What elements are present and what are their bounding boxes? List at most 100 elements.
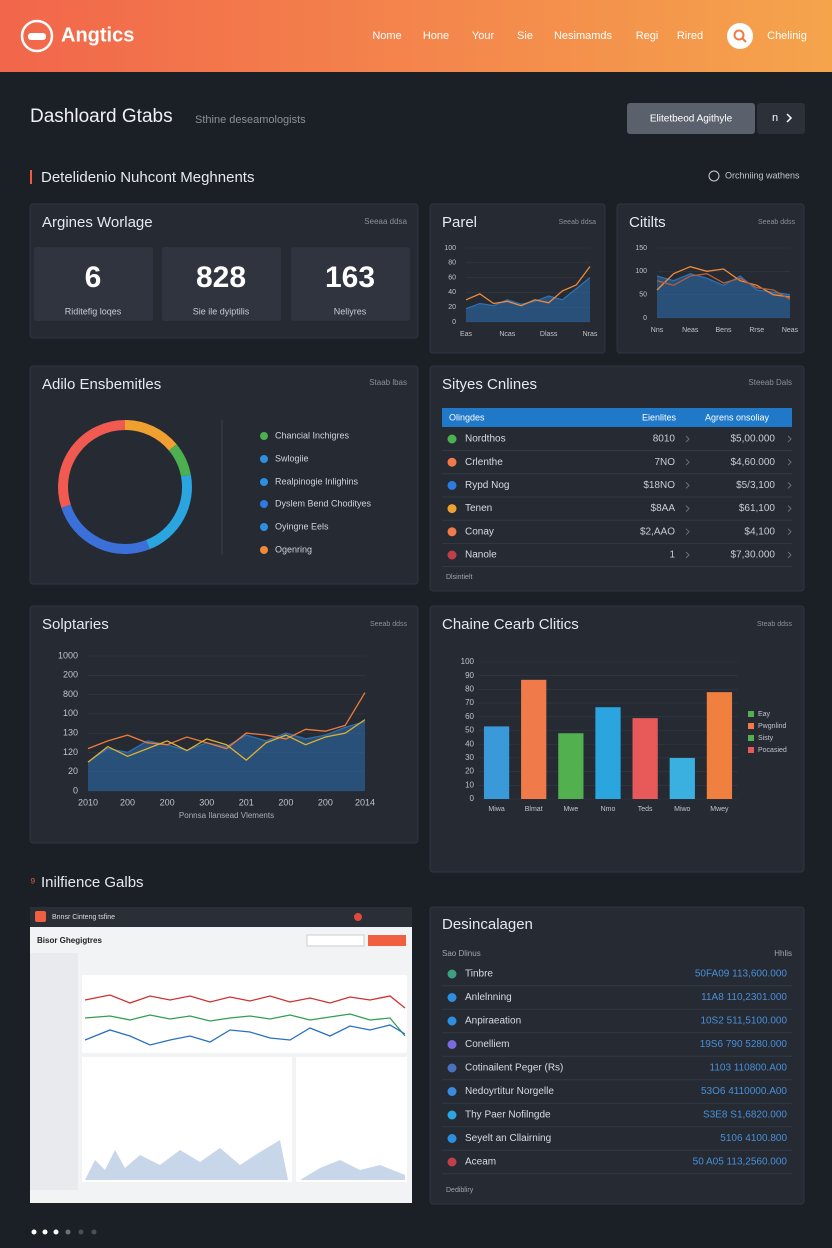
line <box>87 720 366 763</box>
cell: $5/3,100 <box>736 480 775 491</box>
row-icon <box>447 527 457 537</box>
list-footer: Dedibliry <box>446 1187 474 1194</box>
primary-button[interactable] <box>627 103 755 134</box>
legend-swatch <box>260 432 268 440</box>
section-action[interactable]: Orchniing wathens <box>725 170 800 180</box>
logo-icon-inner <box>28 33 46 40</box>
donut-segment <box>145 474 192 550</box>
nav-link[interactable]: Nome <box>372 30 401 42</box>
card-title: Argines Worlage <box>42 214 153 231</box>
card-meta: Staab lbas <box>369 378 407 387</box>
page-dot[interactable] <box>78 1229 84 1235</box>
x-tick-label: Neas <box>782 327 799 334</box>
preview-icon <box>35 911 46 922</box>
account-link[interactable]: Chelinig <box>767 30 807 42</box>
nav-link[interactable]: Rired <box>677 30 703 42</box>
chevron <box>685 482 690 489</box>
legend-swatch <box>748 747 754 753</box>
stat-value: 828 <box>196 261 246 294</box>
y-tick-label: 0 <box>470 794 475 803</box>
preview-panel <box>296 1057 407 1182</box>
chevron <box>685 551 690 559</box>
legend-swatch <box>748 735 754 741</box>
action-icon <box>708 170 720 182</box>
section-title: Detelidenio Nuhcont Meghnents <box>41 169 254 186</box>
row-value: S3E8 S1,6820.000 <box>703 1110 787 1121</box>
nav-link[interactable]: Hone <box>423 30 449 42</box>
logo-icon <box>20 19 54 53</box>
row-value: 1103 110800.A00 <box>710 1063 788 1074</box>
bar <box>632 718 658 799</box>
donut-segment <box>61 504 150 554</box>
card-title: Solptaries <box>42 616 109 633</box>
y-tick-label: 130 <box>63 728 78 738</box>
row-name: Nedoyrtitur Norgelle <box>465 1086 554 1097</box>
x-tick-label: Blmat <box>525 806 543 813</box>
x-tick-label: 200 <box>120 797 135 807</box>
chevron <box>787 435 792 443</box>
page-dot[interactable] <box>53 1229 59 1235</box>
nav-link[interactable]: Sie <box>517 30 533 42</box>
y-tick-label: 100 <box>635 268 647 275</box>
chevron <box>685 528 690 536</box>
x-tick-label: Neas <box>682 327 699 334</box>
y-tick-label: 40 <box>465 739 474 748</box>
y-tick-label: 150 <box>635 245 647 252</box>
card-meta: Steeab Dals <box>748 378 792 387</box>
row-name: Seyelt an Cllairning <box>465 1133 551 1144</box>
row-icon <box>447 1157 457 1167</box>
area <box>88 721 365 791</box>
row-icon <box>447 1063 457 1073</box>
x-tick-label: Nns <box>651 327 664 334</box>
cell: 7NO <box>654 457 675 468</box>
row-icon <box>447 550 457 560</box>
card-title: Chaine Cearb Clitics <box>442 616 579 633</box>
legend-swatch <box>748 711 754 717</box>
y-tick-label: 10 <box>465 780 474 789</box>
legend-label: Oyingne Eels <box>275 521 329 531</box>
cell: Conay <box>465 526 494 537</box>
top-bar <box>0 0 832 72</box>
x-tick-label: Mwe <box>563 806 578 813</box>
stat-box <box>291 247 410 321</box>
page-dot[interactable] <box>65 1229 71 1235</box>
pagination <box>31 1229 97 1235</box>
chevron <box>685 458 690 466</box>
bar <box>706 692 733 799</box>
stat-label: Sie ile dyiptilis <box>193 306 250 316</box>
search-icon <box>741 37 747 43</box>
x-tick-label: Nras <box>583 331 598 338</box>
y-tick-label: 60 <box>448 274 456 281</box>
line <box>656 266 791 298</box>
primary-button-label: Elitetbeod Agithyle <box>650 114 733 125</box>
section-marker <box>30 170 32 184</box>
x-tick-label: 201 <box>239 797 254 807</box>
nav-link[interactable]: Nesimamds <box>554 30 613 42</box>
search-button[interactable] <box>727 23 753 49</box>
bar <box>558 733 584 799</box>
page-dot[interactable] <box>42 1229 48 1235</box>
bar <box>595 707 621 799</box>
table-header <box>442 408 792 427</box>
page-dot[interactable] <box>31 1229 37 1235</box>
y-tick-label: 120 <box>63 747 78 757</box>
x-tick-label: Miwo <box>674 806 690 813</box>
page-dot[interactable] <box>91 1229 97 1235</box>
donut-segment <box>168 444 191 477</box>
secondary-button[interactable] <box>757 103 805 134</box>
bar <box>669 757 695 799</box>
x-tick-label: Dlass <box>540 331 558 338</box>
row-name: Tinbre <box>465 969 493 980</box>
cell: $7,30.000 <box>731 550 776 561</box>
x-tick-label: 2010 <box>78 797 98 807</box>
column-header: Olingdes <box>449 412 485 422</box>
x-tick-label: Miwa <box>488 806 504 813</box>
preview-app-title: Bisor Ghegigtres <box>37 936 102 945</box>
line <box>87 692 366 750</box>
nav-link[interactable]: Your <box>472 30 495 42</box>
card-title: Citilts <box>629 214 666 231</box>
legend-label: Swlogiie <box>275 453 309 463</box>
nav-link[interactable]: Regi <box>636 30 659 42</box>
card-title: Desincalagen <box>442 916 533 933</box>
